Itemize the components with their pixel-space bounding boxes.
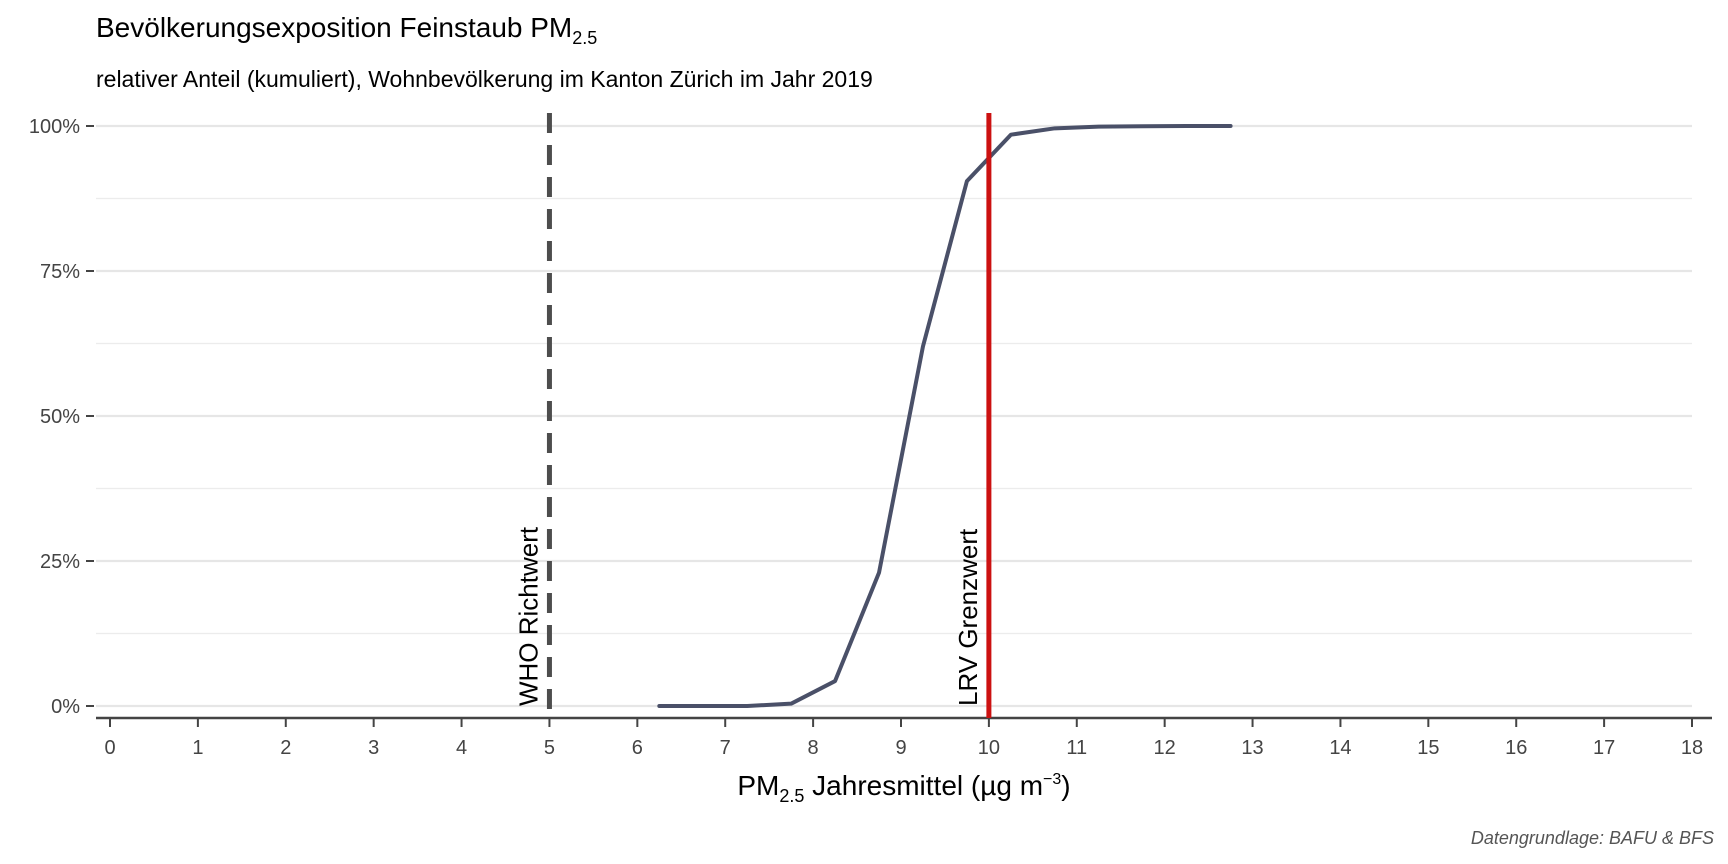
reference-line-label: WHO Richtwert [513,526,543,706]
x-tick-label: 13 [1241,737,1263,759]
x-tick-label: 9 [895,737,906,759]
x-tick-label: 4 [456,737,467,759]
x-tick-label: 12 [1154,737,1176,759]
x-axis-ticks: 0 1 2 3 4 5 6 7 8 9 10 11 12 13 14 15 16 17 18 [104,719,1703,759]
y-tick-label: 25% [40,551,80,573]
y-axis-ticks: 0% 25% 50% 75% 100% [29,116,94,718]
reference-lines: WHO Richtwert LRV Grenzwert [513,113,992,718]
chart-caption: Datengrundlage: BAFU & BFS [1470,828,1714,848]
x-tick-label: 5 [544,737,555,759]
x-tick-label: 11 [1066,737,1087,759]
x-tick-label: 3 [368,737,379,759]
series-line [657,124,1233,708]
y-tick-label: 75% [40,261,80,283]
x-tick-label: 14 [1329,737,1351,759]
data-series [657,124,1233,708]
x-tick-label: 2 [280,737,291,759]
reference-line-label: LRV Grenzwert [953,528,983,706]
y-tick-label: 0% [51,696,80,718]
y-tick-label: 50% [40,406,80,428]
major-gridlines [96,124,1692,708]
x-axis-label: PM2.5 Jahresmittel (µg m−3) [737,770,1071,806]
x-tick-label: 1 [192,737,203,759]
y-tick-label: 100% [29,116,80,138]
x-tick-label: 15 [1417,737,1439,759]
x-tick-label: 10 [978,737,1000,759]
x-tick-label: 6 [632,737,643,759]
x-tick-label: 16 [1505,737,1527,759]
x-tick-label: 8 [808,737,819,759]
x-tick-label: 18 [1681,737,1703,759]
chart-subtitle: relativer Anteil (kumuliert), Wohnbevölk… [96,66,873,92]
x-tick-label: 0 [104,737,115,759]
chart-title: Bevölkerungsexposition Feinstaub PM2.5 [96,12,598,48]
x-tick-label: 7 [720,737,731,759]
x-tick-label: 17 [1593,737,1615,759]
